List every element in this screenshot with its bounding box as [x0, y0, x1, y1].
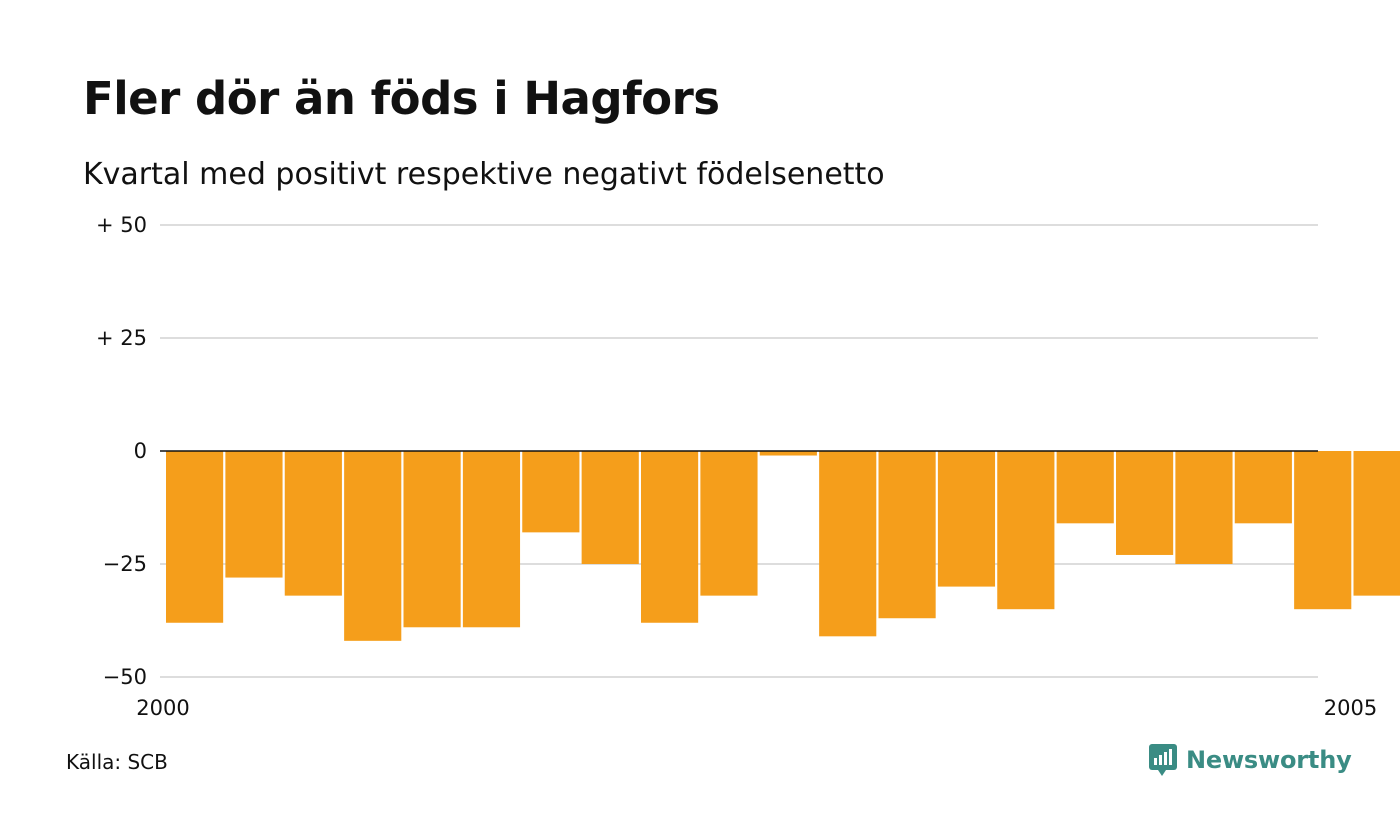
source-note: Källa: SCB: [66, 750, 168, 774]
y-tick-label: −25: [103, 552, 147, 576]
brand-name: Newsworthy: [1186, 746, 1352, 774]
bar: [819, 451, 877, 637]
newsworthy-logo[interactable]: Newsworthy: [1148, 743, 1352, 777]
bar: [1294, 451, 1352, 610]
bar: [462, 451, 521, 628]
bar: [403, 451, 461, 628]
bar: [1056, 451, 1114, 524]
bar: [166, 451, 224, 623]
y-tick-label: 0: [134, 439, 147, 463]
bar: [937, 451, 996, 587]
chart-title: Fler dör än föds i Hagfors: [83, 72, 720, 125]
bar: [1353, 451, 1400, 596]
x-tick-label: 2005: [1324, 696, 1377, 720]
x-tick-label: 2000: [136, 696, 189, 720]
bar: [344, 451, 402, 641]
bar-chart: + 50+ 250−25−50 20002005201020152020: [96, 213, 1400, 720]
y-tick-label: + 25: [96, 326, 147, 350]
chart-subtitle: Kvartal med positivt respektive negativt…: [83, 157, 885, 192]
y-tick-label: −50: [103, 665, 147, 689]
y-axis-ticks: + 50 + 25 0 −25 −50: [96, 213, 147, 689]
bar: [1175, 451, 1233, 564]
bar: [997, 451, 1055, 610]
bar: [878, 451, 936, 619]
bar: [759, 451, 817, 456]
bar: [581, 451, 639, 564]
newsworthy-logo-icon: [1149, 744, 1177, 776]
bar: [1116, 451, 1174, 555]
bar: [700, 451, 758, 596]
bar: [225, 451, 283, 578]
x-axis-ticks: 20002005201020152020: [136, 696, 1377, 720]
bar: [522, 451, 580, 533]
bars: [166, 451, 1400, 641]
bar: [641, 451, 699, 623]
bar: [284, 451, 342, 596]
bar: [1234, 451, 1292, 524]
y-tick-label: + 50: [96, 213, 147, 237]
